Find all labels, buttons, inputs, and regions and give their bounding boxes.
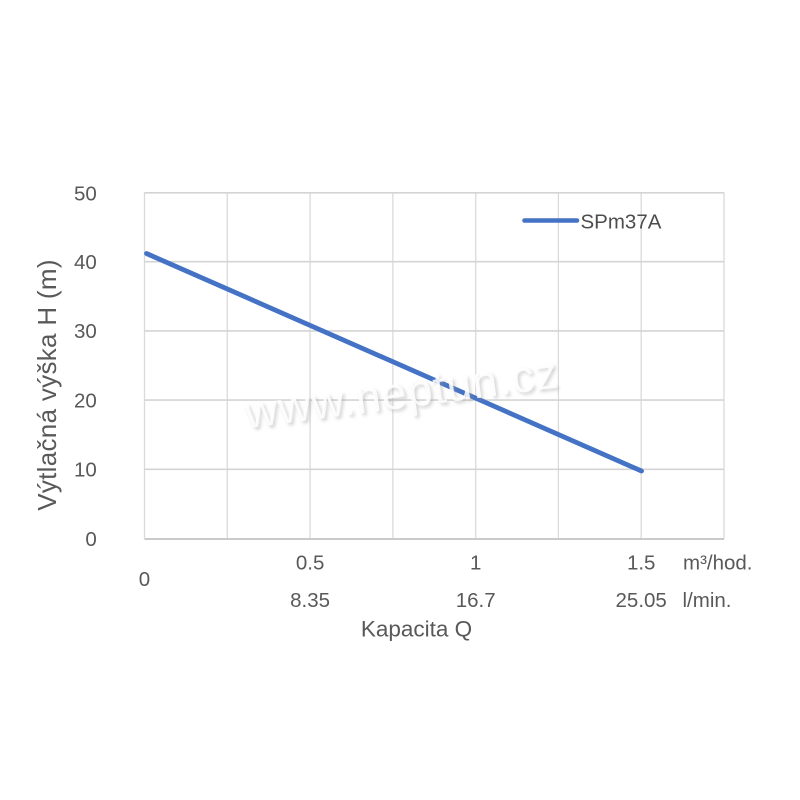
svg-text:30: 30 [74,320,97,343]
svg-text:m³/hod.: m³/hod. [683,551,753,574]
svg-text:0: 0 [85,528,96,551]
svg-text:40: 40 [74,251,97,274]
svg-text:Kapacita Q: Kapacita Q [361,617,472,642]
svg-text:1: 1 [470,551,481,574]
svg-text:10: 10 [74,459,97,482]
svg-text:l/min.: l/min. [683,589,732,612]
svg-text:20: 20 [74,389,97,412]
svg-text:www.neptun.cz: www.neptun.cz [241,347,562,439]
svg-text:0.5: 0.5 [296,551,325,574]
svg-text:25.05: 25.05 [616,589,667,612]
svg-text:16.7: 16.7 [456,589,496,612]
svg-text:8.35: 8.35 [290,589,330,612]
svg-text:Výtlačná výška H (m): Výtlačná výška H (m) [32,259,62,511]
svg-text:0: 0 [139,568,150,591]
svg-text:50: 50 [74,182,97,205]
svg-text:SPm37A: SPm37A [581,211,662,234]
svg-text:1.5: 1.5 [627,551,656,574]
